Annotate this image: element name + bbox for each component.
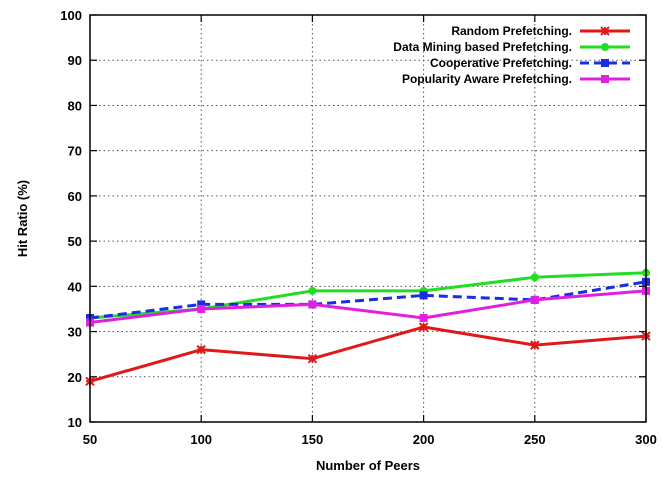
y-tick-label: 40 (68, 279, 82, 294)
y-tick-label: 100 (60, 8, 82, 23)
legend-label: Popularity Aware Prefetching. (402, 72, 572, 86)
data-point-popularity-aware-prefetching (308, 300, 317, 309)
series-line-cooperative-prefetching (89, 280, 647, 320)
series-cooperative-prefetching (86, 277, 650, 322)
data-point-random-prefetching (530, 340, 540, 350)
data-point-data-mining-based-prefetching (308, 286, 317, 295)
data-point-popularity-aware-prefetching (530, 295, 539, 304)
plot-frame (89, 14, 647, 423)
legend-label: Data Mining based Prefetching. (393, 40, 572, 54)
series-line-random-prefetching (89, 325, 647, 383)
y-tick-label: 30 (68, 325, 82, 340)
legend-label: Cooperative Prefetching. (430, 56, 572, 70)
legend-item-cooperative-prefetching: Cooperative Prefetching. (430, 56, 630, 70)
legend-marker (600, 26, 610, 36)
y-tick-label: 50 (68, 234, 82, 249)
legend-item-random-prefetching: Random Prefetching. (451, 24, 630, 38)
legend-marker (601, 75, 609, 83)
data-point-popularity-aware-prefetching (419, 313, 428, 322)
data-point-random-prefetching (307, 353, 318, 364)
y-tick-label: 60 (68, 189, 82, 204)
data-point-popularity-aware-prefetching (197, 304, 206, 313)
x-tick-label: 50 (83, 432, 97, 447)
legend: Random Prefetching. Data Mining based Pre… (393, 24, 630, 86)
series-random-prefetching (85, 322, 651, 387)
y-axis-title: Hit Ratio (%) (15, 180, 30, 257)
x-tick-label: 300 (635, 432, 657, 447)
y-tick-label: 70 (68, 144, 82, 159)
legend-label: Random Prefetching. (451, 24, 572, 38)
series-lines (85, 268, 651, 387)
data-point-cooperative-prefetching (197, 300, 206, 309)
y-tick-label: 20 (68, 370, 82, 385)
data-point-random-prefetching (418, 322, 429, 332)
legend-item-popularity-aware-prefetching: Popularity Aware Prefetching. (402, 72, 630, 86)
grid (90, 15, 646, 422)
x-tick-label: 250 (524, 432, 546, 447)
legend-marker (601, 43, 609, 51)
x-axis-title: Number of Peers (316, 458, 420, 473)
legend-item-data-mining-based-prefetching: Data Mining based Prefetching. (393, 40, 630, 54)
x-tick-label: 200 (413, 432, 435, 447)
y-tick-label: 10 (68, 415, 82, 430)
series-line-popularity-aware-prefetching (89, 289, 647, 325)
series-popularity-aware-prefetching (86, 286, 650, 327)
x-tick-label: 100 (190, 432, 212, 447)
y-tick-label: 80 (68, 98, 82, 113)
data-point-data-mining-based-prefetching (530, 273, 539, 282)
data-point-cooperative-prefetching (419, 291, 428, 300)
legend-marker (601, 59, 609, 67)
data-point-random-prefetching (196, 344, 206, 355)
x-tick-label: 150 (302, 432, 324, 447)
y-axis-ticks: 10 20 30 40 50 60 70 80 90 100 (60, 8, 646, 430)
y-tick-label: 90 (68, 53, 82, 68)
